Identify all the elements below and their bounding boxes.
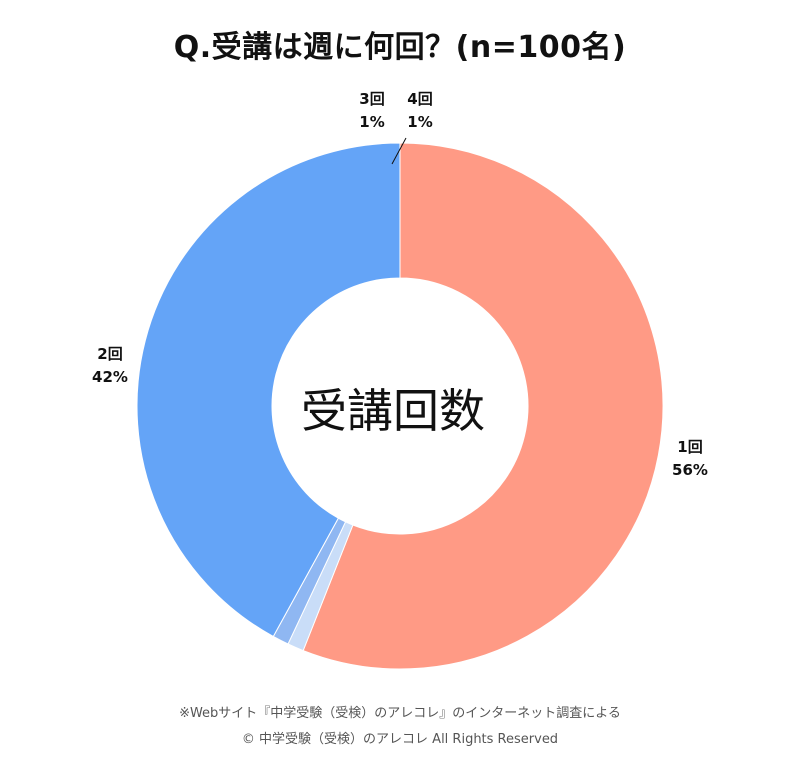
footer-source-note: ※Webサイト『中学受験（受検）のアレコレ』のインターネット調査による [179, 706, 621, 721]
slice-value-label-2: 1% [407, 113, 432, 131]
slice-label-1: 1回 [677, 438, 702, 456]
slice-label-4: 2回 [97, 345, 122, 363]
slice-value-label-4: 42% [92, 368, 128, 386]
footer-copyright: © 中学受験（受検）のアレコレ All Rights Reserved [241, 732, 559, 747]
slice-1 [302, 142, 664, 670]
slice-label-2: 4回 [407, 90, 432, 108]
slices-group [136, 142, 664, 670]
slice-value-label-3: 1% [359, 113, 384, 131]
center-label: 受講回数 [301, 384, 485, 438]
slice-4 [136, 142, 401, 638]
chart-title: Q.受講は週に何回？(n=100名) [173, 30, 627, 65]
leader-line [391, 137, 407, 165]
slice-label-3: 3回 [359, 90, 384, 108]
labels-group: 1回 56% 4回 1% 3回 1% 2回 42% [92, 90, 708, 479]
slice-value-label-1: 56% [672, 461, 708, 479]
